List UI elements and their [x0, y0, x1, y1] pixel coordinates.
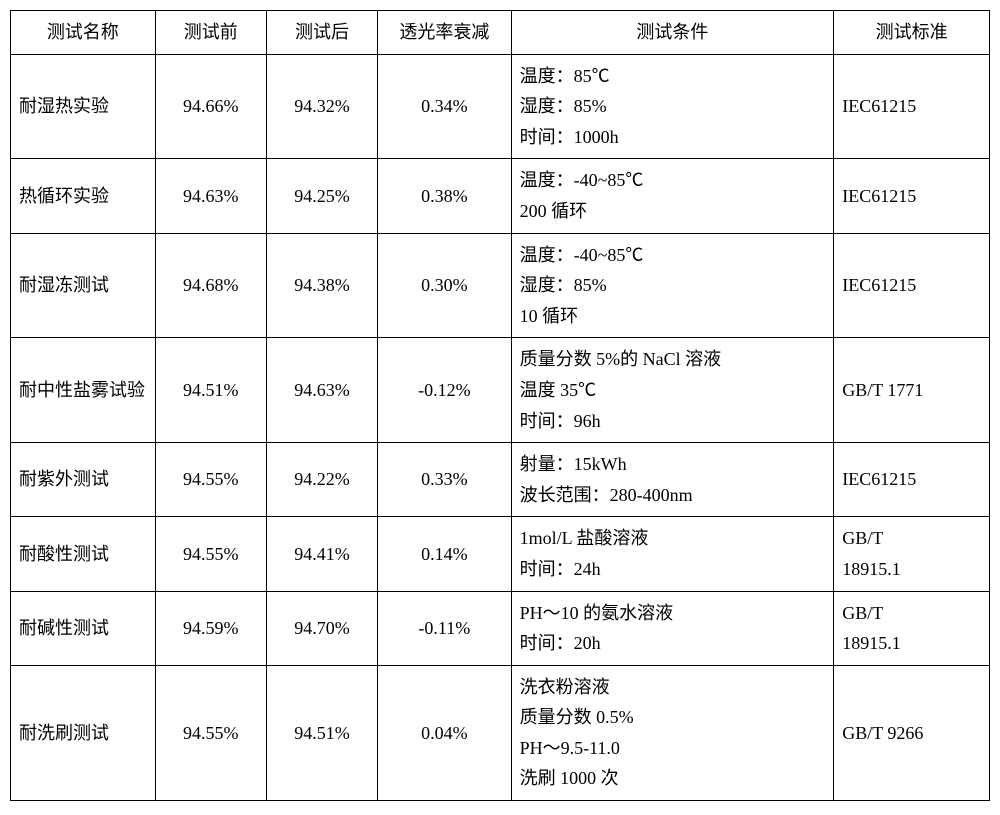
cell-before: 94.55%	[155, 443, 266, 517]
cell-line: 湿度：85%	[520, 91, 826, 122]
cell-cond: 射量：15kWh波长范围：280-400nm	[511, 443, 834, 517]
cell-line: IEC61215	[842, 270, 981, 301]
cell-line: 时间：1000h	[520, 122, 826, 153]
table-row: 耐中性盐雾试验94.51%94.63%-0.12%质量分数 5%的 NaCl 溶…	[11, 338, 990, 443]
cell-decay: 0.30%	[378, 233, 512, 338]
cell-name: 耐洗刷测试	[11, 665, 156, 800]
table-row: 耐湿冻测试94.68%94.38%0.30%温度：-40~85℃湿度：85%10…	[11, 233, 990, 338]
cell-after: 94.32%	[266, 54, 377, 159]
cell-line: 200 循环	[520, 196, 826, 227]
cell-cond: 温度：85℃湿度：85%时间：1000h	[511, 54, 834, 159]
cell-cond: 洗衣粉溶液质量分数 0.5%PH～9.5-11.0洗刷 1000 次	[511, 665, 834, 800]
cell-cond: 质量分数 5%的 NaCl 溶液温度 35℃时间：96h	[511, 338, 834, 443]
column-header: 测试标准	[834, 11, 990, 55]
cell-line: PH～10 的氨水溶液	[520, 598, 826, 629]
cell-line: GB/T 9266	[842, 718, 981, 749]
column-header: 测试前	[155, 11, 266, 55]
cell-line: 18915.1	[842, 628, 981, 659]
cell-before: 94.68%	[155, 233, 266, 338]
cell-line: 温度：-40~85℃	[520, 165, 826, 196]
cell-line: GB/T	[842, 523, 981, 554]
cell-std: GB/T18915.1	[834, 517, 990, 591]
cell-decay: 0.04%	[378, 665, 512, 800]
column-header: 测试条件	[511, 11, 834, 55]
cell-after: 94.22%	[266, 443, 377, 517]
cell-line: 湿度：85%	[520, 270, 826, 301]
cell-name: 耐湿冻测试	[11, 233, 156, 338]
table-row: 耐酸性测试94.55%94.41%0.14%1mol/L 盐酸溶液时间：24hG…	[11, 517, 990, 591]
table-row: 耐洗刷测试94.55%94.51%0.04%洗衣粉溶液质量分数 0.5%PH～9…	[11, 665, 990, 800]
cell-after: 94.25%	[266, 159, 377, 233]
table-row: 耐碱性测试94.59%94.70%-0.11%PH～10 的氨水溶液时间：20h…	[11, 591, 990, 665]
cell-line: 波长范围：280-400nm	[520, 480, 826, 511]
cell-line: 温度 35℃	[520, 375, 826, 406]
cell-cond: 温度：-40~85℃200 循环	[511, 159, 834, 233]
cell-line: 温度：85℃	[520, 61, 826, 92]
cell-before: 94.55%	[155, 665, 266, 800]
cell-decay: 0.14%	[378, 517, 512, 591]
column-header: 测试后	[266, 11, 377, 55]
cell-cond: PH～10 的氨水溶液时间：20h	[511, 591, 834, 665]
cell-line: 时间：24h	[520, 554, 826, 585]
cell-before: 94.63%	[155, 159, 266, 233]
cell-std: IEC61215	[834, 159, 990, 233]
cell-decay: 0.38%	[378, 159, 512, 233]
cell-after: 94.51%	[266, 665, 377, 800]
column-header: 透光率衰减	[378, 11, 512, 55]
table-row: 耐湿热实验94.66%94.32%0.34%温度：85℃湿度：85%时间：100…	[11, 54, 990, 159]
cell-line: 1mol/L 盐酸溶液	[520, 523, 826, 554]
cell-line: GB/T 1771	[842, 375, 981, 406]
cell-before: 94.51%	[155, 338, 266, 443]
cell-cond: 温度：-40~85℃湿度：85%10 循环	[511, 233, 834, 338]
cell-decay: -0.11%	[378, 591, 512, 665]
cell-after: 94.63%	[266, 338, 377, 443]
cell-line: PH～9.5-11.0	[520, 733, 826, 764]
cell-line: 时间：96h	[520, 406, 826, 437]
table-header-row: 测试名称测试前测试后透光率衰减测试条件测试标准	[11, 11, 990, 55]
cell-line: 18915.1	[842, 554, 981, 585]
cell-decay: 0.34%	[378, 54, 512, 159]
cell-std: GB/T 9266	[834, 665, 990, 800]
cell-before: 94.66%	[155, 54, 266, 159]
cell-decay: 0.33%	[378, 443, 512, 517]
table-row: 热循环实验94.63%94.25%0.38%温度：-40~85℃200 循环IE…	[11, 159, 990, 233]
cell-cond: 1mol/L 盐酸溶液时间：24h	[511, 517, 834, 591]
cell-line: 洗衣粉溶液	[520, 672, 826, 703]
cell-line: 射量：15kWh	[520, 449, 826, 480]
cell-name: 热循环实验	[11, 159, 156, 233]
cell-name: 耐湿热实验	[11, 54, 156, 159]
cell-line: 质量分数 5%的 NaCl 溶液	[520, 344, 826, 375]
cell-line: IEC61215	[842, 91, 981, 122]
cell-std: IEC61215	[834, 54, 990, 159]
cell-after: 94.70%	[266, 591, 377, 665]
table-row: 耐紫外测试94.55%94.22%0.33%射量：15kWh波长范围：280-4…	[11, 443, 990, 517]
cell-std: GB/T18915.1	[834, 591, 990, 665]
column-header: 测试名称	[11, 11, 156, 55]
cell-name: 耐碱性测试	[11, 591, 156, 665]
cell-std: IEC61215	[834, 233, 990, 338]
cell-decay: -0.12%	[378, 338, 512, 443]
cell-name: 耐紫外测试	[11, 443, 156, 517]
cell-line: GB/T	[842, 598, 981, 629]
test-results-table: 测试名称测试前测试后透光率衰减测试条件测试标准 耐湿热实验94.66%94.32…	[10, 10, 990, 801]
cell-line: 时间：20h	[520, 628, 826, 659]
cell-line: IEC61215	[842, 181, 981, 212]
cell-name: 耐酸性测试	[11, 517, 156, 591]
cell-name: 耐中性盐雾试验	[11, 338, 156, 443]
cell-line: 温度：-40~85℃	[520, 240, 826, 271]
cell-line: 质量分数 0.5%	[520, 702, 826, 733]
cell-after: 94.38%	[266, 233, 377, 338]
cell-std: IEC61215	[834, 443, 990, 517]
cell-before: 94.59%	[155, 591, 266, 665]
cell-line: 10 循环	[520, 301, 826, 332]
cell-line: 洗刷 1000 次	[520, 763, 826, 794]
cell-std: GB/T 1771	[834, 338, 990, 443]
cell-before: 94.55%	[155, 517, 266, 591]
cell-line: IEC61215	[842, 464, 981, 495]
cell-after: 94.41%	[266, 517, 377, 591]
